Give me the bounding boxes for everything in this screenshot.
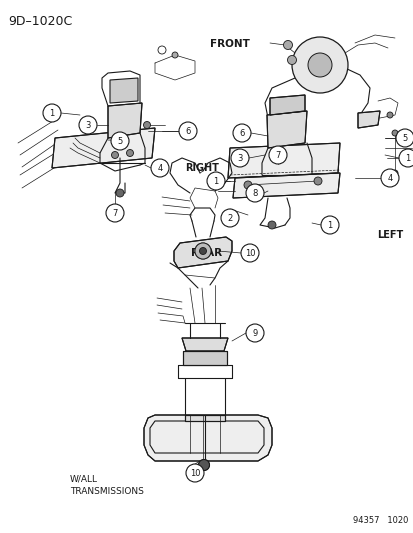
Text: 9: 9 [252,328,257,337]
Text: 3: 3 [237,154,242,163]
Text: 2: 2 [227,214,232,222]
Polygon shape [144,415,271,461]
Circle shape [287,55,296,64]
Polygon shape [173,237,231,268]
Text: 7: 7 [112,208,117,217]
Text: 10: 10 [244,248,255,257]
Polygon shape [357,111,379,128]
Circle shape [221,209,238,227]
Circle shape [245,324,263,342]
Circle shape [307,53,331,77]
Circle shape [43,104,61,122]
Text: 1: 1 [404,154,410,163]
Polygon shape [269,95,304,115]
Circle shape [391,170,397,176]
Polygon shape [182,338,228,351]
Text: 6: 6 [239,128,244,138]
Circle shape [198,459,209,471]
Circle shape [386,112,392,118]
Circle shape [185,464,204,482]
Polygon shape [52,128,154,168]
Text: 1: 1 [327,221,332,230]
Text: 6: 6 [185,126,190,135]
Polygon shape [233,173,339,198]
Circle shape [171,52,178,58]
Circle shape [158,46,166,54]
Circle shape [291,37,347,93]
Circle shape [198,459,209,471]
Circle shape [206,172,224,190]
Circle shape [398,149,413,167]
Circle shape [267,221,275,229]
Polygon shape [185,415,224,421]
Text: 3: 3 [85,120,90,130]
Text: 1: 1 [49,109,55,117]
Text: W/ALL
TRANSMISSIONS: W/ALL TRANSMISSIONS [70,475,144,496]
Circle shape [230,149,248,167]
Circle shape [320,216,338,234]
Circle shape [233,124,250,142]
Circle shape [178,122,197,140]
Circle shape [268,146,286,164]
Text: LEFT: LEFT [376,230,402,240]
Circle shape [143,122,150,128]
Circle shape [240,244,259,262]
Polygon shape [108,103,142,138]
Text: 5: 5 [117,136,122,146]
Text: RU: RU [158,47,165,52]
Circle shape [195,243,211,259]
Text: 8: 8 [252,189,257,198]
Circle shape [79,116,97,134]
Text: 4: 4 [157,164,162,173]
Circle shape [111,151,118,158]
Circle shape [195,243,211,259]
Circle shape [391,130,397,136]
Circle shape [313,177,321,185]
Text: 94357   1020: 94357 1020 [352,516,407,525]
Circle shape [283,41,292,50]
Text: 5: 5 [401,133,407,142]
Polygon shape [183,351,226,365]
Circle shape [380,169,398,187]
Text: RIGHT: RIGHT [185,163,218,173]
Text: 7: 7 [275,150,280,159]
Text: 10: 10 [189,469,200,478]
Circle shape [151,159,169,177]
Circle shape [395,129,413,147]
Circle shape [245,184,263,202]
Circle shape [126,149,133,157]
Polygon shape [110,78,138,103]
Circle shape [106,204,124,222]
Circle shape [243,181,252,189]
Text: 1: 1 [213,176,218,185]
Text: 9D–1020C: 9D–1020C [8,15,72,28]
Polygon shape [266,111,306,148]
Circle shape [199,247,206,254]
Circle shape [111,132,129,150]
Polygon shape [228,143,339,178]
Circle shape [116,189,124,197]
Text: 4: 4 [387,174,392,182]
Text: FRONT: FRONT [209,39,249,49]
Text: REAR: REAR [191,248,222,258]
